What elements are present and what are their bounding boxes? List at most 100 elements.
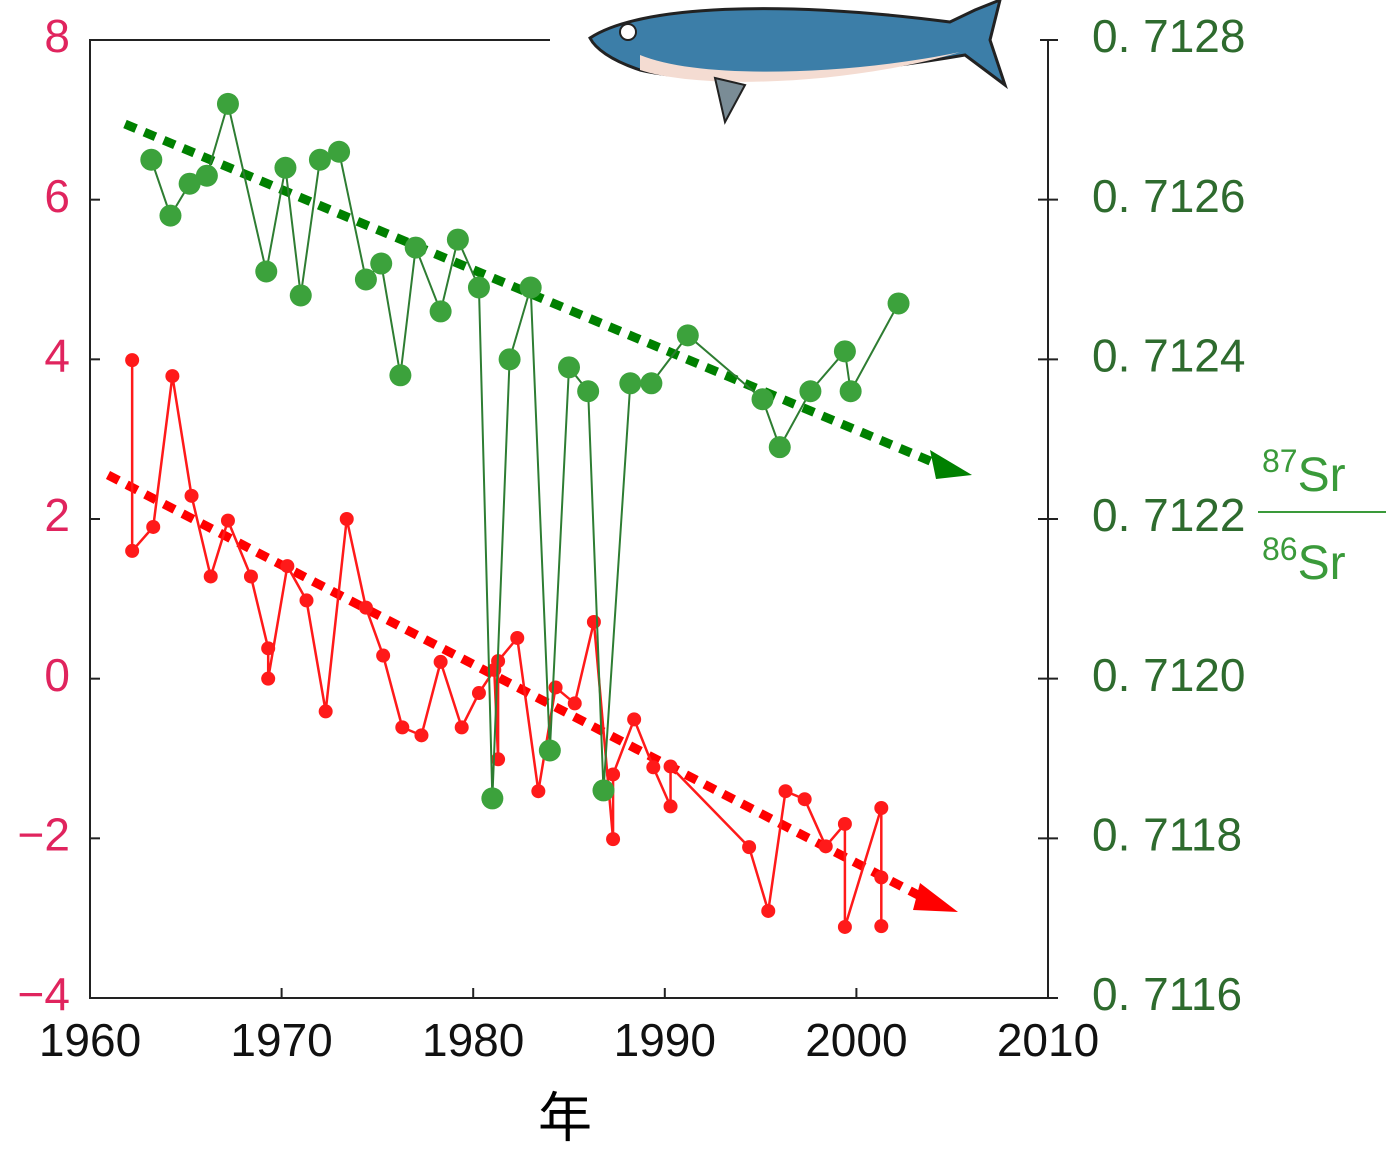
data-point [289,284,312,307]
data-point [454,720,469,735]
y2-label-numerator: 87Sr [1262,443,1346,501]
data-point [125,543,140,558]
y2-axis-label: 87Sr 86Sr [1258,443,1386,590]
data-point [778,784,793,799]
x-tick-label: 1990 [614,1014,716,1066]
element: Sr [1298,449,1346,502]
y-tick-label: 6 [44,170,70,222]
data-point [299,593,314,608]
data-point [663,759,678,774]
data-point [606,832,621,847]
data-point [510,630,525,645]
y-tick-label: 4 [44,329,70,381]
data-point [261,641,276,656]
data-point [195,164,218,187]
data-point [467,276,490,299]
data-point [216,92,239,115]
element: Sr [1298,537,1346,590]
data-point [663,799,678,814]
fish-belly [640,52,960,82]
data-point [833,340,856,363]
data-point [178,172,201,195]
data-point [125,353,140,368]
data-point [887,292,910,315]
isotope-mass: 86 [1262,531,1298,567]
data-point [140,148,163,171]
data-point [404,236,427,259]
data-point [818,839,833,854]
data-point [354,268,377,291]
data-point [627,712,642,727]
data-point [837,919,852,934]
fish-eye [619,23,637,41]
data-point [280,559,295,574]
data-point [519,276,542,299]
data-point [433,654,448,669]
data-point [203,569,218,584]
data-point [606,767,621,782]
data-point [255,260,278,283]
y2-tick-label: 0. 7120 [1092,649,1245,701]
data-point [395,720,410,735]
data-point [308,148,331,171]
data-point [874,919,889,934]
y-tick-label: −4 [18,968,70,1020]
data-point [220,513,235,528]
x-axis-label: 年 [538,1088,592,1148]
data-point [429,300,452,323]
y-tick-label: 2 [44,489,70,541]
data-point [567,696,582,711]
data-point [837,816,852,831]
data-point [761,903,776,918]
data-point [376,648,391,663]
data-point [799,380,822,403]
data-point [243,569,258,584]
data-point [471,686,486,701]
data-point [481,787,504,810]
data-point [577,380,600,403]
x-tick-label: 2000 [805,1014,907,1066]
x-tick-label: 1980 [422,1014,524,1066]
data-point [586,614,601,629]
arrow-head [913,883,958,912]
x-tick-label: 2010 [997,1014,1099,1066]
data-point [558,356,580,379]
data-point [261,671,276,686]
data-point [184,488,199,503]
y2-tick-label: 0. 7126 [1092,170,1245,222]
data-point [498,348,521,371]
data-point [274,156,297,179]
isotope-mass: 87 [1262,443,1298,479]
fish-fin [713,76,747,125]
data-point [165,369,180,384]
data-point [742,840,757,855]
y-tick-label: 0 [44,649,70,701]
y2-tick-label: 0. 7124 [1092,329,1245,381]
trend-line [105,471,923,900]
x-tick-label: 1960 [39,1014,141,1066]
x-tick-label: 1970 [230,1014,332,1066]
data-point [768,436,791,459]
data-point [328,140,351,163]
data-point [874,800,889,815]
data-point [318,704,333,719]
y2-tick-label: 0. 7128 [1092,10,1245,62]
data-point [538,739,561,762]
data-point [358,600,373,615]
y-tick-label: −2 [18,808,70,860]
data-point [339,512,354,526]
data-point [797,792,812,807]
arrow-head [930,450,972,479]
data-point [874,870,889,885]
data-point [531,784,546,799]
data-point [839,380,862,403]
data-point [676,324,699,347]
data-point [548,680,563,695]
data-point [640,372,663,395]
y2-tick-label: 0. 7118 [1092,808,1242,860]
data-point [146,519,161,534]
y2-tick-label: 0. 7122 [1092,489,1245,541]
data-point [389,364,412,387]
trend-arrows [105,119,972,912]
